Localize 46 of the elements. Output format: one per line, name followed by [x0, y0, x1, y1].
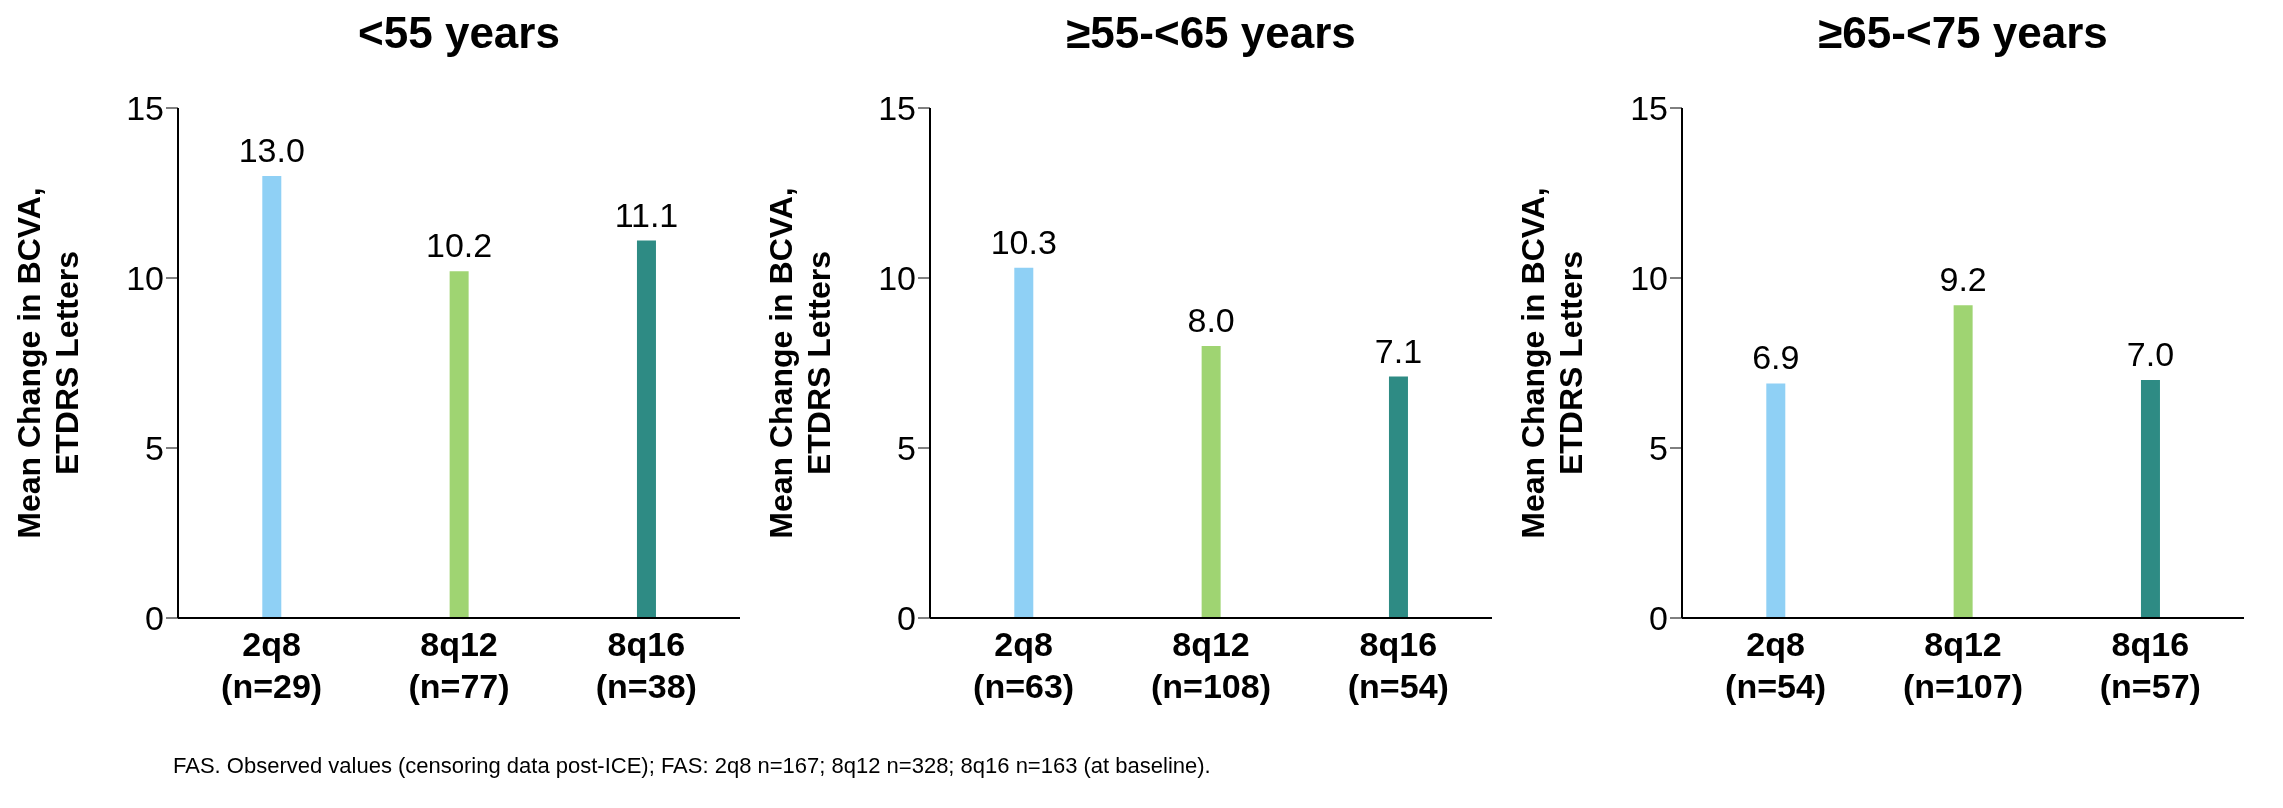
y-tick-label: 15 [126, 89, 164, 128]
y-tick-label: 15 [878, 89, 916, 128]
x-tick-label: 8q12 (n=77) [408, 625, 510, 705]
data-label: 11.1 [614, 195, 679, 234]
text: FAS. Observed values (censoring data post-ICE); FAS: 2q8 n=167; 8q12 n=328; 8q16 n=163 (at baseline). [173, 753, 1211, 779]
y-tick-label: 5 [1649, 429, 1668, 468]
chart-title: ≥55-<65 years [1065, 8, 1357, 59]
y-tick-label: 5 [145, 429, 164, 468]
y-axis-title: Mean Change in BCVA, ETDRS Letters [11, 187, 85, 539]
bar [2140, 380, 2160, 618]
x-tick-label: 2q8 (n=54) [1725, 625, 1827, 705]
y-tick-label: 10 [1630, 259, 1668, 298]
x-tick-label: 8q16 (n=38) [595, 625, 697, 705]
bar [1014, 267, 1034, 618]
chart-title: <55 years [357, 8, 561, 59]
bar [449, 271, 469, 618]
y-axis-title: Mean Change in BCVA, ETDRS Letters [1515, 187, 1589, 539]
y-tick-label: 15 [1630, 89, 1668, 128]
bar [636, 240, 656, 618]
bar [262, 176, 282, 618]
y-axis-title: Mean Change in BCVA, ETDRS Letters [763, 187, 837, 539]
x-tick-label: 8q12 (n=107) [1903, 625, 2023, 705]
x-tick-label: 2q8 (n=29) [221, 625, 323, 705]
y-tick-label: 0 [897, 599, 916, 638]
bar [1953, 305, 1973, 618]
x-tick-label: 2q8 (n=63) [973, 625, 1075, 705]
chart-title: ≥65-<75 years [1817, 8, 2109, 59]
bar [1201, 346, 1221, 618]
y-tick-label: 0 [1649, 599, 1668, 638]
data-label: 6.9 [1752, 338, 1800, 377]
data-label: 7.0 [2126, 335, 2175, 373]
data-label: 8.0 [1187, 301, 1235, 339]
data-label: 7.1 [1374, 331, 1423, 370]
y-tick-label: 10 [878, 259, 916, 298]
data-label: 10.2 [426, 226, 493, 265]
bar [1388, 376, 1408, 618]
x-tick-label: 8q12 (n=108) [1151, 625, 1271, 705]
data-label: 9.2 [1939, 260, 1987, 299]
x-tick-label: 8q16 (n=57) [2099, 625, 2201, 705]
y-tick-label: 0 [145, 599, 164, 638]
data-label: 10.3 [990, 222, 1057, 261]
bar [1766, 383, 1786, 618]
data-label: 13.0 [238, 131, 305, 169]
y-tick-label: 10 [126, 259, 164, 298]
x-tick-label: 8q16 (n=54) [1347, 625, 1449, 705]
y-tick-label: 5 [897, 429, 916, 468]
